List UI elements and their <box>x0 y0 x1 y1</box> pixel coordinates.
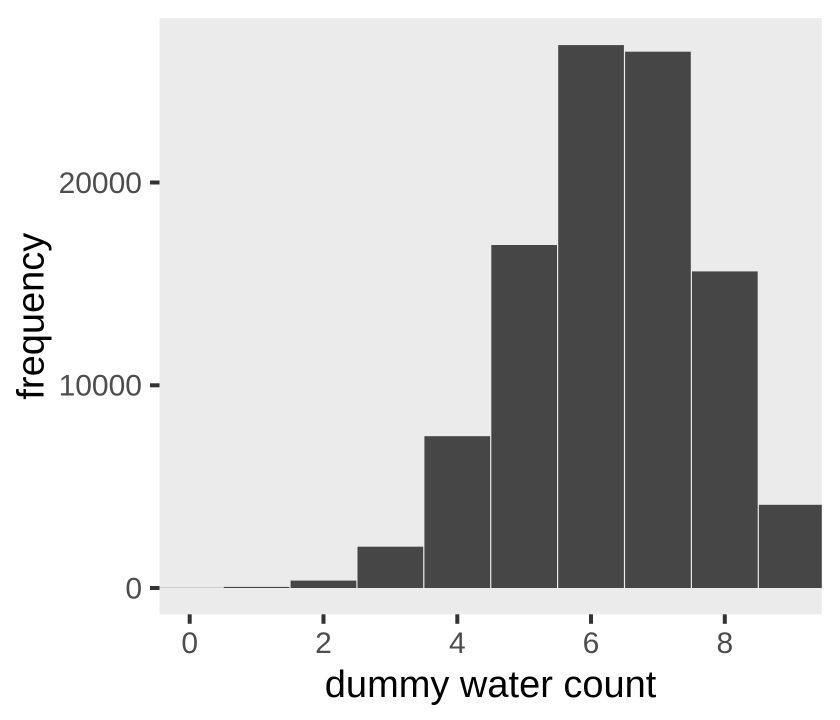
svg-text:0: 0 <box>125 572 142 605</box>
svg-text:10000: 10000 <box>59 370 142 403</box>
svg-text:2: 2 <box>315 627 332 660</box>
svg-text:dummy water count: dummy water count <box>325 664 657 706</box>
svg-text:0: 0 <box>181 627 198 660</box>
svg-text:6: 6 <box>583 627 600 660</box>
svg-text:4: 4 <box>449 627 466 660</box>
svg-text:20000: 20000 <box>59 167 142 200</box>
svg-text:8: 8 <box>716 627 733 660</box>
svg-text:frequency: frequency <box>11 233 53 400</box>
